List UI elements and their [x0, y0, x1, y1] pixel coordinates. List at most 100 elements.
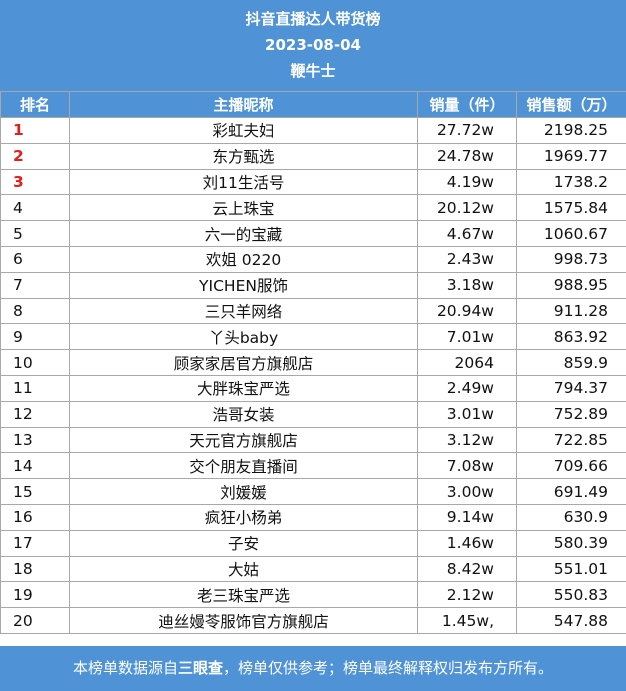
rank-cell: 15 [0, 478, 70, 505]
rank-cell: 5 [0, 220, 70, 247]
rank-cell: 2 [0, 142, 70, 170]
sales-volume-cell: 1.46w [417, 529, 517, 557]
sales-volume-cell: 8.42w [417, 555, 517, 583]
footer-suffix: ，榜单仅供参考；榜单最终解释权归发布方所有。 [223, 659, 554, 677]
sales-volume-cell: 24.78w [417, 142, 517, 170]
sales-amount-cell: 1575.84 [516, 194, 626, 222]
streamer-name-cell: 大姑 [69, 555, 418, 583]
sales-amount-cell: 911.28 [516, 297, 626, 325]
streamer-name-cell: 天元官方旗舰店 [69, 426, 418, 454]
table-row: 3 刘11生活号 4.19w 1738.2 [0, 168, 626, 196]
rank-cell: 11 [0, 374, 70, 402]
footer-note: 本榜单数据源自三眼查，榜单仅供参考；榜单最终解释权归发布方所有。 [0, 646, 626, 691]
streamer-name-cell: 浩哥女装 [69, 400, 418, 428]
streamer-name-cell: 老三珠宝严选 [69, 581, 418, 609]
streamer-name-cell: 大胖珠宝严选 [69, 374, 418, 402]
sales-volume-cell: 4.19w [417, 168, 517, 196]
sales-volume-cell: 27.72w [417, 117, 517, 144]
rank-cell: 12 [0, 400, 70, 428]
table-row: 7 YICHEN服饰 3.18w 988.95 [0, 271, 626, 299]
col-header-amount: 销售额（万） [516, 91, 626, 118]
sales-amount-cell: 1969.77 [516, 142, 626, 170]
table-row: 2 东方甄选 24.78w 1969.77 [0, 142, 626, 170]
rank-cell: 4 [0, 194, 70, 222]
streamer-name-cell: 疯狂小杨弟 [69, 503, 418, 531]
sales-volume-cell: 1.45w, [417, 607, 517, 634]
sales-volume-cell: 9.14w [417, 503, 517, 531]
streamer-name-cell: 东方甄选 [69, 142, 418, 170]
streamer-name-cell: 丫头baby [69, 323, 418, 351]
rank-cell: 8 [0, 297, 70, 325]
streamer-name-cell: 刘11生活号 [69, 168, 418, 196]
rank-cell: 6 [0, 245, 70, 273]
sales-amount-cell: 1060.67 [516, 220, 626, 247]
sales-volume-cell: 20.94w [417, 297, 517, 325]
sales-amount-cell: 580.39 [516, 529, 626, 557]
rank-cell: 16 [0, 503, 70, 531]
sales-volume-cell: 20.12w [417, 194, 517, 222]
sales-amount-cell: 551.01 [516, 555, 626, 583]
col-header-name: 主播昵称 [69, 91, 418, 118]
sales-amount-cell: 2198.25 [516, 117, 626, 144]
sales-amount-cell: 550.83 [516, 581, 626, 609]
table-row: 1 彩虹夫妇 27.72w 2198.25 [0, 117, 626, 144]
sales-volume-cell: 7.01w [417, 323, 517, 351]
sales-amount-cell: 988.95 [516, 271, 626, 299]
col-header-sales: 销量（件） [417, 91, 517, 118]
sales-amount-cell: 863.92 [516, 323, 626, 351]
sales-volume-cell: 3.01w [417, 400, 517, 428]
ranking-table: 排名 主播昵称 销量（件） 销售额（万） 1 彩虹夫妇 27.72w 2198.25 2… [0, 91, 626, 634]
table-row: 9 丫头baby 7.01w 863.92 [0, 323, 626, 351]
rank-cell: 9 [0, 323, 70, 351]
table-row: 12 浩哥女装 3.01w 752.89 [0, 400, 626, 428]
table-row: 5 六一的宝藏 4.67w 1060.67 [0, 220, 626, 247]
table-row: 10 顾家家居官方旗舰店 2064 859.9 [0, 349, 626, 376]
rank-cell: 18 [0, 555, 70, 583]
sales-volume-cell: 2.43w [417, 245, 517, 273]
table-row: 20 迪丝嫚苓服饰官方旗舰店 1.45w, 547.88 [0, 607, 626, 634]
sales-volume-cell: 2.12w [417, 581, 517, 609]
sales-amount-cell: 998.73 [516, 245, 626, 273]
table-row: 11 大胖珠宝严选 2.49w 794.37 [0, 374, 626, 402]
table-row: 4 云上珠宝 20.12w 1575.84 [0, 194, 626, 222]
table-row: 13 天元官方旗舰店 3.12w 722.85 [0, 426, 626, 454]
rank-cell: 1 [0, 117, 70, 144]
rank-cell: 20 [0, 607, 70, 634]
streamer-name-cell: 彩虹夫妇 [69, 117, 418, 144]
rank-cell: 14 [0, 452, 70, 480]
streamer-name-cell: 子安 [69, 529, 418, 557]
streamer-name-cell: 迪丝嫚苓服饰官方旗舰店 [69, 607, 418, 634]
table-row: 8 三只羊网络 20.94w 911.28 [0, 297, 626, 325]
rank-cell: 17 [0, 529, 70, 557]
streamer-name-cell: 欢姐 0220 [69, 245, 418, 273]
streamer-name-cell: 刘媛媛 [69, 478, 418, 505]
sales-volume-cell: 3.00w [417, 478, 517, 505]
streamer-name-cell: 六一的宝藏 [69, 220, 418, 247]
rank-cell: 10 [0, 349, 70, 376]
sales-amount-cell: 722.85 [516, 426, 626, 454]
sales-amount-cell: 709.66 [516, 452, 626, 480]
brand-name: 鞭牛士 [290, 62, 336, 80]
sales-amount-cell: 752.89 [516, 400, 626, 428]
footer-prefix: 本榜单数据源自 [72, 659, 178, 677]
streamer-name-cell: YICHEN服饰 [69, 271, 418, 299]
sales-amount-cell: 794.37 [516, 374, 626, 402]
rank-cell: 3 [0, 168, 70, 196]
report-date: 2023-08-04 [265, 36, 361, 54]
page-title: 抖音直播达人带货榜 [245, 10, 381, 28]
footer-source: 三眼查 [177, 659, 223, 677]
table-header-row: 排名 主播昵称 销量（件） 销售额（万） [0, 91, 626, 118]
sales-amount-cell: 691.49 [516, 478, 626, 505]
streamer-name-cell: 三只羊网络 [69, 297, 418, 325]
sales-amount-cell: 1738.2 [516, 168, 626, 196]
sales-volume-cell: 2.49w [417, 374, 517, 402]
table-row: 19 老三珠宝严选 2.12w 550.83 [0, 581, 626, 609]
table-row: 14 交个朋友直播间 7.08w 709.66 [0, 452, 626, 480]
table-row: 18 大姑 8.42w 551.01 [0, 555, 626, 583]
streamer-name-cell: 交个朋友直播间 [69, 452, 418, 480]
sales-volume-cell: 7.08w [417, 452, 517, 480]
sales-amount-cell: 630.9 [516, 503, 626, 531]
table-row: 15 刘媛媛 3.00w 691.49 [0, 478, 626, 505]
table-row: 17 子安 1.46w 580.39 [0, 529, 626, 557]
